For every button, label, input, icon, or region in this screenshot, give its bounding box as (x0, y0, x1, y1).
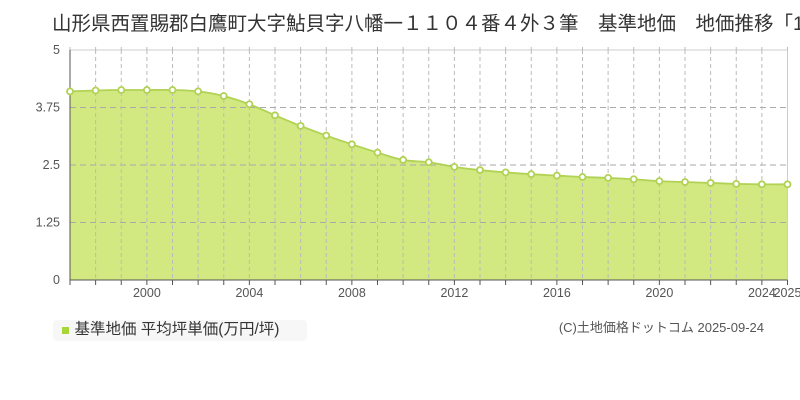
svg-text:5: 5 (53, 43, 60, 57)
svg-text:2008: 2008 (338, 286, 366, 300)
svg-text:2025: 2025 (774, 286, 800, 300)
svg-text:1.25: 1.25 (36, 216, 60, 230)
svg-text:2000: 2000 (133, 286, 161, 300)
svg-text:2.5: 2.5 (43, 158, 60, 172)
svg-text:2004: 2004 (235, 286, 263, 300)
svg-text:2012: 2012 (440, 286, 468, 300)
svg-text:2020: 2020 (645, 286, 673, 300)
svg-text:2024: 2024 (748, 286, 776, 300)
svg-text:2016: 2016 (543, 286, 571, 300)
svg-text:0: 0 (53, 273, 60, 287)
svg-text:3.75: 3.75 (36, 101, 60, 115)
